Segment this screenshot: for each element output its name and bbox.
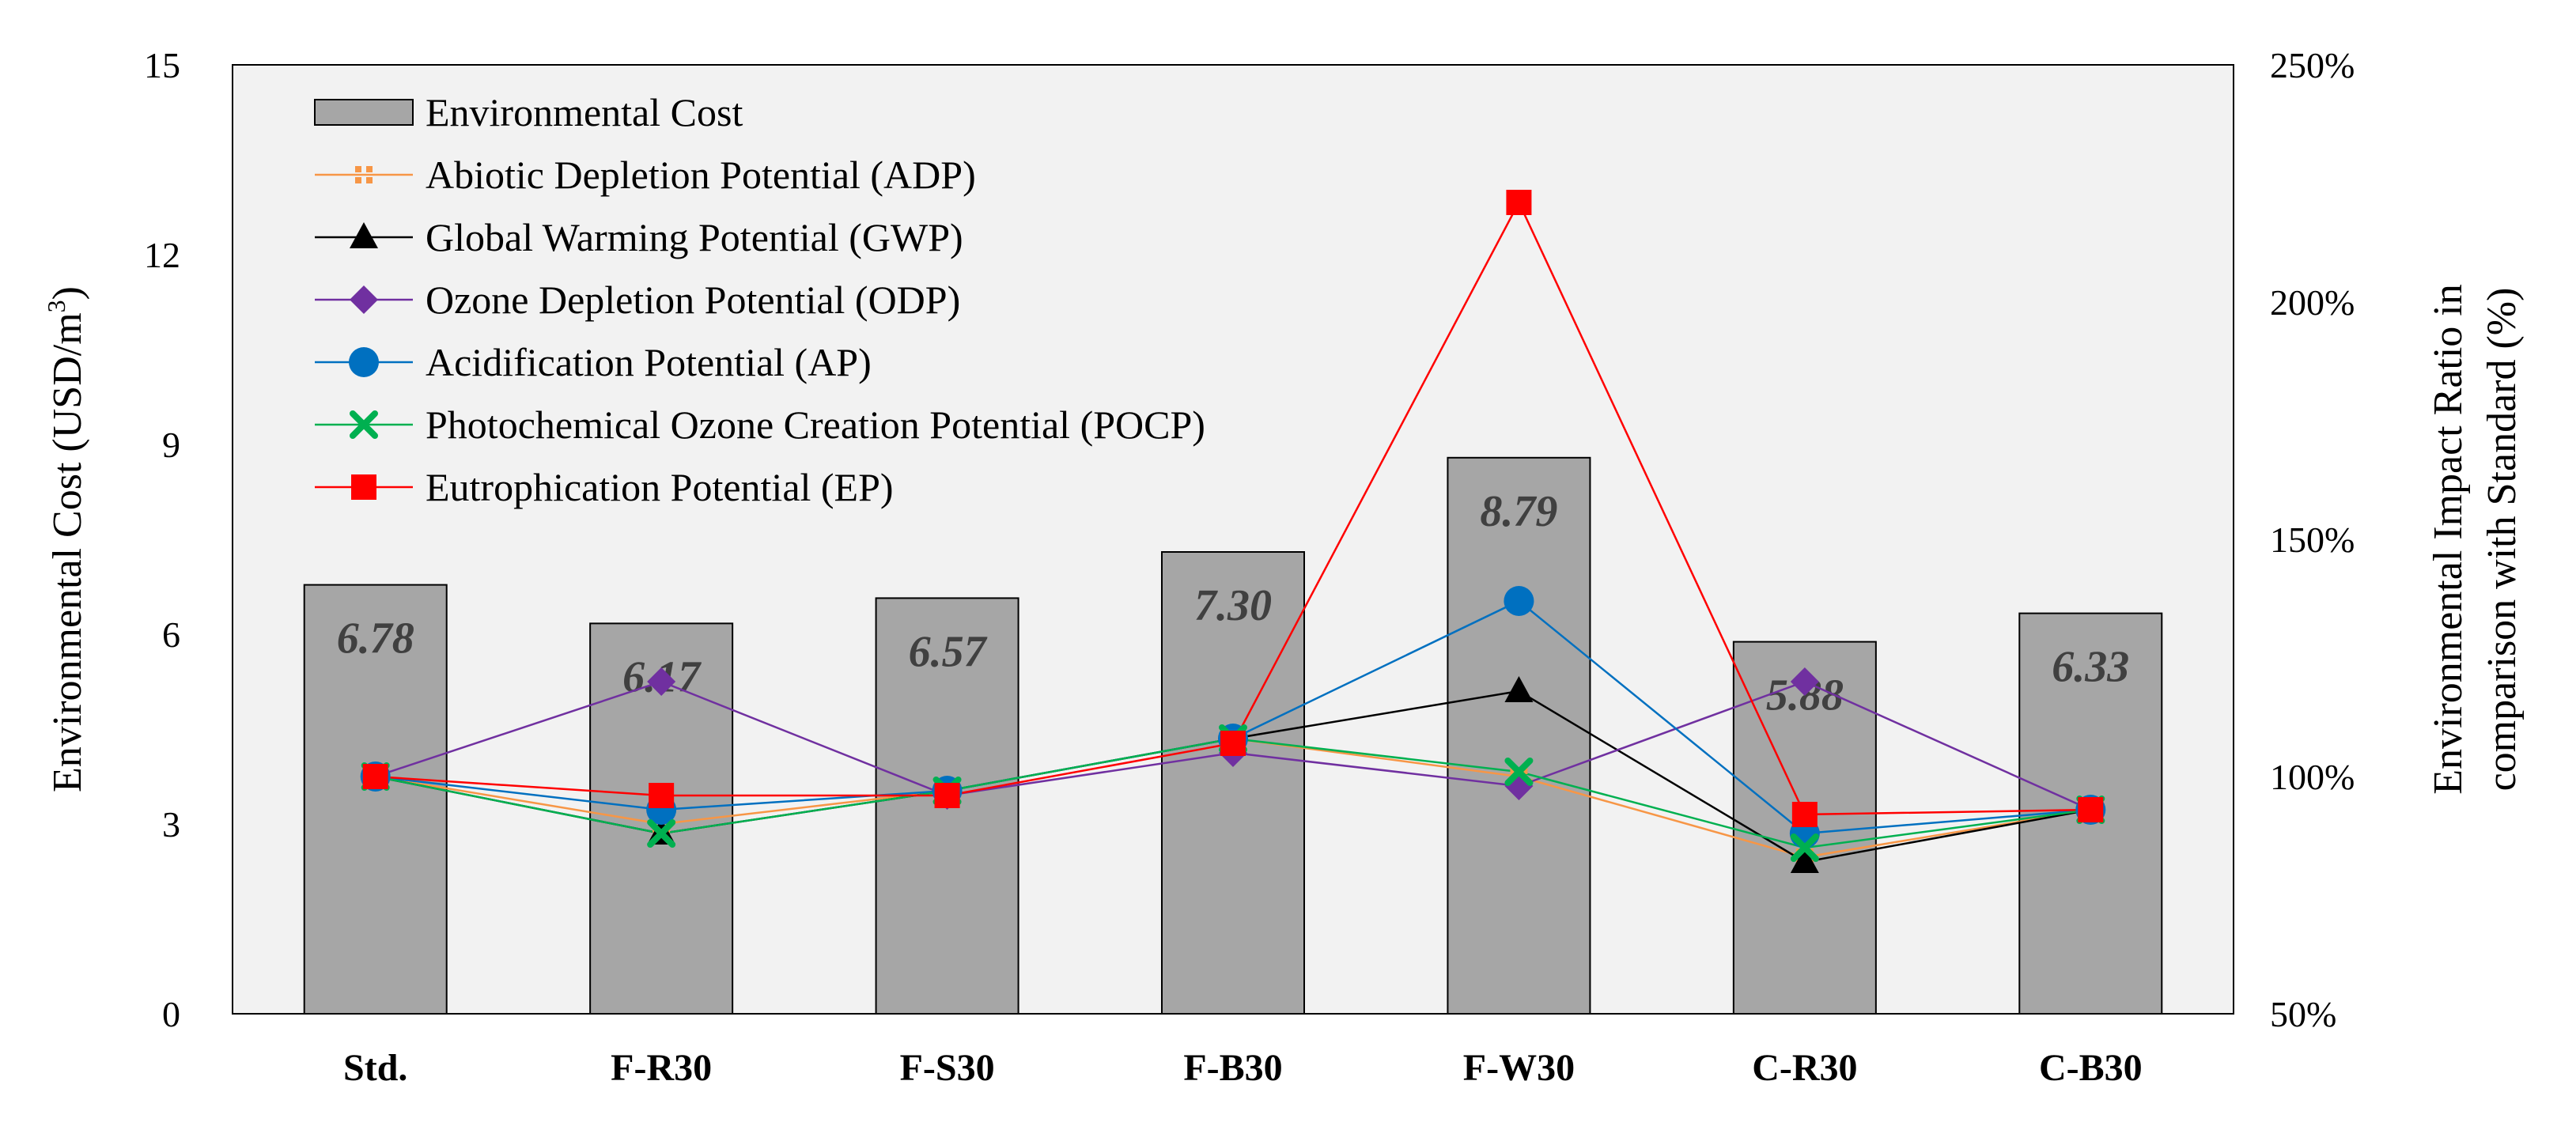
series-0-point-4-part xyxy=(1510,768,1517,774)
legend-marker-4 xyxy=(350,410,378,439)
left-tick-label: 15 xyxy=(144,45,180,85)
series-5-point-0 xyxy=(362,764,388,789)
series-5-point-3 xyxy=(1220,731,1246,756)
right-tick-label: 50% xyxy=(2270,994,2336,1034)
series-4-point-4 xyxy=(1504,758,1534,786)
series-5-point-1 xyxy=(649,783,675,808)
category-labels: Std. F-R30 F-S30 F-B30 F-W30 C-R30 C-B30 xyxy=(343,1047,2143,1089)
series-5-point-6 xyxy=(2078,797,2104,822)
legend-label-2: Ozone Depletion Potential (ODP) xyxy=(426,278,960,322)
category-label: F-W30 xyxy=(1463,1047,1575,1089)
legend-marker-0 xyxy=(355,166,373,183)
legend-label-5: Eutrophication Potential (EP) xyxy=(426,465,894,509)
left-tick-label: 0 xyxy=(162,994,180,1034)
category-label: F-R30 xyxy=(611,1047,712,1089)
legend-label-0: Abiotic Depletion Potential (ADP) xyxy=(426,153,976,197)
right-tick-label: 200% xyxy=(2270,282,2355,323)
left-axis-title-end: ) xyxy=(45,286,90,300)
legend-marker-2 xyxy=(350,285,378,314)
legend-marker-0-part xyxy=(366,177,373,183)
bar-labels-layer: 6.786.176.577.308.795.886.33 xyxy=(337,487,2130,720)
bar-label-C-B30: 6.33 xyxy=(2052,643,2129,692)
category-label: C-B30 xyxy=(2039,1047,2143,1089)
series-5-point-4 xyxy=(1506,190,1532,215)
category-label: C-R30 xyxy=(1752,1047,1857,1089)
series-1-point-5 xyxy=(1790,847,1819,873)
legend-marker-1 xyxy=(350,222,378,248)
right-tick-label: 150% xyxy=(2270,520,2355,560)
legend-marker-3 xyxy=(349,347,379,377)
series-4-point-5 xyxy=(1790,833,1819,862)
legend-label-3: Acidification Potential (AP) xyxy=(426,340,872,384)
legend-label-bars: Environmental Cost xyxy=(426,90,743,134)
bar-label-F-W30: 8.79 xyxy=(1480,487,1557,536)
series-2-point-5 xyxy=(1790,667,1819,696)
bar-Std. xyxy=(303,584,448,1015)
markers-layer xyxy=(360,190,2106,873)
left-tick-label: 9 xyxy=(162,425,180,465)
category-label: F-S30 xyxy=(900,1047,995,1089)
category-label: F-B30 xyxy=(1183,1047,1282,1089)
legend-marker-0-part xyxy=(355,166,361,172)
right-tick-label: 100% xyxy=(2270,757,2355,797)
left-axis-title-main: Environmental Cost (USD/m xyxy=(45,312,90,792)
left-axis-title-sup: 3 xyxy=(42,300,70,312)
bar-label-Std.: 6.78 xyxy=(337,614,414,663)
legend-swatch-bars xyxy=(314,99,414,126)
series-4-point-1 xyxy=(647,819,676,848)
left-tick-label: 6 xyxy=(162,614,180,655)
bar-label-F-B30: 7.30 xyxy=(1194,581,1272,630)
left-tick-label: 3 xyxy=(162,804,180,845)
left-axis-ticks: 0 3 6 9 12 15 xyxy=(144,45,180,1034)
legend-label-1: Global Warming Potential (GWP) xyxy=(426,215,963,259)
legend: Environmental Cost Abiotic Depletion Pote… xyxy=(314,90,1205,509)
right-tick-label: 250% xyxy=(2270,45,2355,85)
series-2-point-1 xyxy=(647,667,676,696)
bar-F-W30 xyxy=(1447,456,1591,1015)
right-axis-ticks: 50% 100% 150% 200% 250% xyxy=(2270,45,2355,1034)
right-axis-title-line2: comparison with Standard (%) xyxy=(2480,288,2525,792)
series-5-point-2 xyxy=(934,783,960,808)
left-axis-title: Environmental Cost (USD/m3) xyxy=(42,286,90,792)
series-1-point-4 xyxy=(1504,676,1534,702)
legend-marker-0-part xyxy=(366,166,373,172)
legend-marker-5 xyxy=(351,474,376,500)
legend-label-4: Photochemical Ozone Creation Potential (… xyxy=(426,402,1205,447)
series-0-point-4-part xyxy=(1521,768,1528,774)
category-label: Std. xyxy=(343,1047,407,1089)
legend-marker-0-part xyxy=(355,177,361,183)
bar-F-B30 xyxy=(1161,551,1305,1015)
right-axis-title-line1: Environmental Impact Ratio in xyxy=(2426,284,2471,795)
bar-label-F-S30: 6.57 xyxy=(909,627,988,676)
series-3-point-4 xyxy=(1504,586,1534,616)
left-tick-label: 12 xyxy=(144,235,180,275)
series-5-point-5 xyxy=(1791,802,1818,827)
